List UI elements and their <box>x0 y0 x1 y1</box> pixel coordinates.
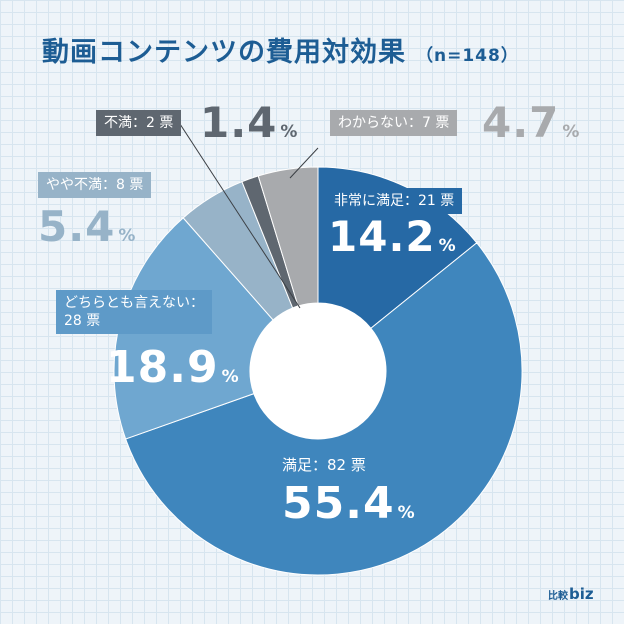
title-main: 動画コンテンツの費用対効果 <box>42 37 406 68</box>
percent-satisfied: 55.4% <box>282 478 415 529</box>
site-logo: 比較biz <box>548 585 594 603</box>
label-somewhat-dissatisfied: やや不満：8 票 <box>38 172 152 198</box>
leader-dissatisfied <box>179 123 301 309</box>
percent-neutral: 18.9% <box>106 342 239 393</box>
label-dont-know: わからない：7 票 <box>330 110 458 136</box>
title-sample-size: （n=148） <box>416 46 519 66</box>
leader-dont-know <box>289 147 319 179</box>
percent-dissatisfied: 1.4% <box>200 98 298 147</box>
label-satisfied: 満足：82 票 <box>282 456 366 474</box>
percent-somewhat-dissatisfied: 5.4% <box>38 202 136 251</box>
percent-dont-know: 4.7% <box>482 98 580 147</box>
chart-title: 動画コンテンツの費用対効果 （n=148） <box>42 30 519 69</box>
label-dissatisfied: 不満：2 票 <box>96 110 182 136</box>
label-very-satisfied: 非常に満足：21 票 <box>326 188 463 214</box>
label-neutral: どちらとも言えない： 28 票 <box>56 290 212 334</box>
donut-hole <box>250 303 386 439</box>
percent-very-satisfied: 14.2% <box>328 212 456 261</box>
